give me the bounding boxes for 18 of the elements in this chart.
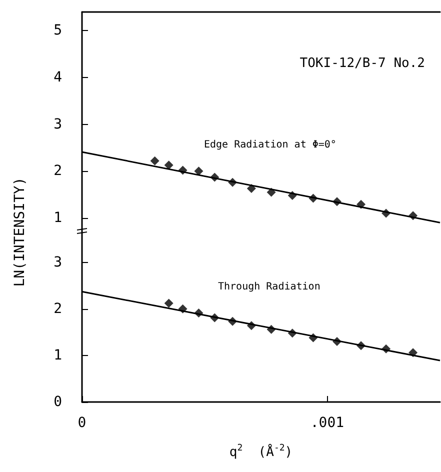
y-tick-label: 5	[54, 22, 62, 39]
point	[164, 160, 174, 170]
point	[150, 156, 160, 166]
point	[194, 166, 204, 176]
y-tick-label: 0	[54, 394, 62, 410]
annotation: TOKI-12/B-7 No.2	[300, 56, 426, 71]
y-tick-label: 3	[54, 116, 62, 132]
y-tick-label: 2	[54, 163, 62, 180]
y-tick-label: 3	[54, 254, 62, 270]
series-label: Edge Radiation at Φ=0°	[204, 140, 336, 150]
x-tick-label: .001	[310, 415, 344, 431]
y-tick-label: 1	[54, 347, 62, 364]
y-tick-label: 4	[54, 70, 62, 86]
y-axis-title: LN(INTENSITY)	[11, 176, 29, 289]
point	[164, 298, 174, 308]
y-tick-label: 2	[54, 300, 62, 317]
text: Through Radiation	[218, 282, 320, 292]
y-tick-label: 1	[54, 210, 62, 226]
